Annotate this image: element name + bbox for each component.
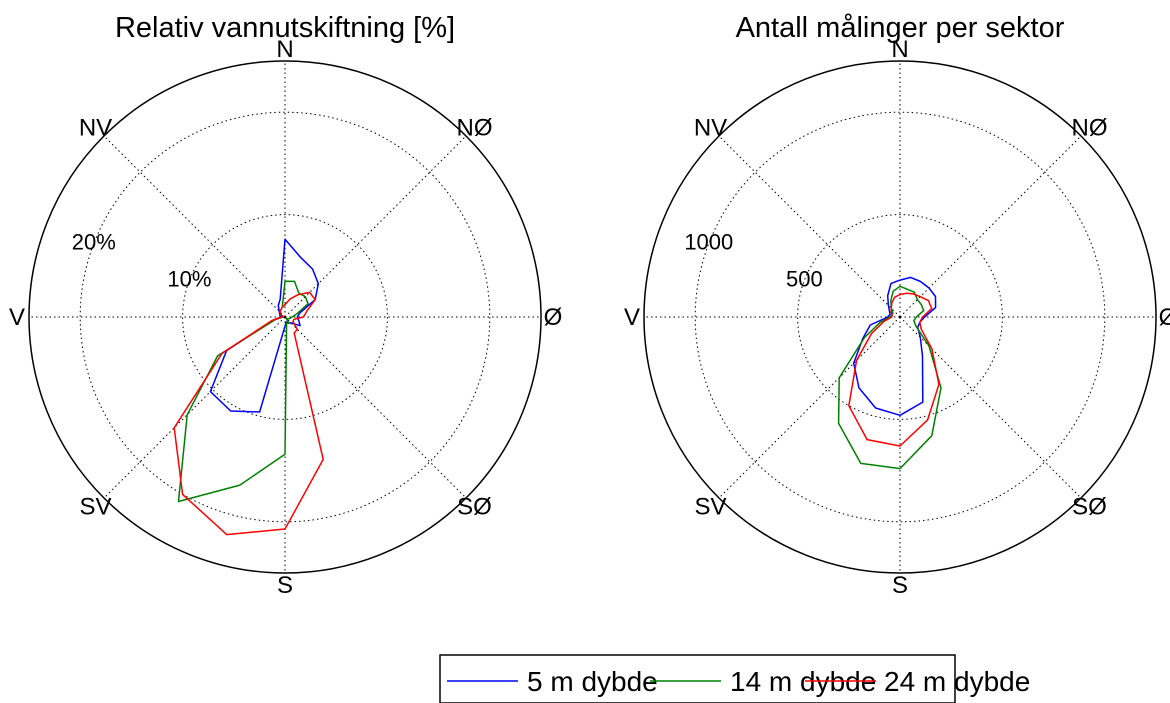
series-line-5-m-dybde bbox=[852, 276, 937, 417]
chart-title: Relativ vannutskiftning [%] bbox=[115, 12, 455, 44]
radial-grid-circle bbox=[79, 111, 491, 523]
direction-label-n: N bbox=[276, 36, 293, 63]
direction-label-w: V bbox=[9, 304, 25, 331]
radial-grid-circle bbox=[694, 111, 1106, 523]
spoke-line bbox=[718, 316, 901, 499]
direction-label-s: S bbox=[277, 572, 293, 599]
legend-item-24m: 24 m dybde bbox=[805, 666, 1030, 697]
direction-label-sw: SV bbox=[694, 494, 726, 521]
legend-label-5m: 5 m dybde bbox=[527, 666, 658, 697]
spoke-line bbox=[284, 316, 467, 499]
direction-label-n: N bbox=[891, 36, 908, 63]
polar-grid bbox=[643, 60, 1157, 574]
direction-label-nw: NV bbox=[694, 115, 727, 142]
series-group bbox=[173, 238, 324, 536]
radial-tick-label: 10% bbox=[167, 266, 211, 291]
direction-label-w: V bbox=[624, 304, 640, 331]
polar-grid bbox=[28, 60, 542, 574]
direction-label-sw: SV bbox=[79, 494, 111, 521]
direction-label-e: Ø bbox=[544, 304, 563, 331]
legend: 5 m dybde 14 m dybde 24 m dybde bbox=[439, 654, 1030, 703]
series-line-24-m-dybde bbox=[848, 292, 940, 447]
direction-labels: N NØ Ø SØ S SV V NV 500 1000 bbox=[624, 36, 1170, 599]
legend-box bbox=[439, 654, 956, 703]
spoke-line bbox=[103, 316, 286, 499]
direction-label-e: Ø bbox=[1159, 304, 1170, 331]
series-group bbox=[837, 276, 942, 470]
direction-label-s: S bbox=[892, 572, 908, 599]
series-line-14-m-dybde bbox=[837, 285, 942, 470]
outer-circle bbox=[643, 60, 1157, 574]
direction-label-ne: NØ bbox=[457, 115, 493, 142]
radial-grid-circle bbox=[797, 214, 1003, 420]
radial-tick-label: 20% bbox=[72, 230, 116, 255]
series-line-24-m-dybde bbox=[173, 291, 324, 536]
radial-tick-label: 1000 bbox=[684, 230, 733, 255]
outer-circle bbox=[28, 60, 542, 574]
direction-label-nw: NV bbox=[79, 115, 112, 142]
legend-label-24m: 24 m dybde bbox=[884, 666, 1030, 697]
direction-label-ne: NØ bbox=[1072, 115, 1108, 142]
direction-labels: N NØ Ø SØ S SV V NV 10% 20% bbox=[9, 36, 562, 599]
radial-grid-circle bbox=[182, 214, 388, 420]
direction-label-se: SØ bbox=[457, 494, 492, 521]
legend-item-5m: 5 m dybde bbox=[447, 666, 658, 697]
chart-title: Antall målinger per sektor bbox=[736, 12, 1065, 44]
spoke-line bbox=[899, 135, 1082, 318]
direction-label-se: SØ bbox=[1072, 494, 1107, 521]
radial-tick-label: 500 bbox=[786, 266, 823, 291]
spoke-line bbox=[284, 135, 467, 318]
polar-chart-relative-exchange: Relativ vannutskiftning [%] N NØ Ø SØ S SV V NV… bbox=[9, 12, 562, 599]
polar-chart-measurement-count: Antall målinger per sektor N NØ Ø SØ S SV V NV 5… bbox=[624, 12, 1170, 599]
